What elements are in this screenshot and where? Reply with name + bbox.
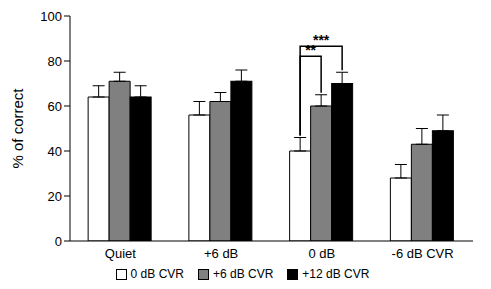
svg-text:0 dB: 0 dB [309,246,336,261]
svg-text:40: 40 [48,144,62,159]
svg-text:20: 20 [48,189,62,204]
svg-text:***: *** [313,32,330,48]
svg-text:0: 0 [55,234,62,249]
html-text:+6 dB CVR: +6 dB CVR [213,267,274,281]
svg-text:60: 60 [48,99,62,114]
svg-text:-6 dB CVR: -6 dB CVR [392,246,454,261]
svg-text:Quiet: Quiet [105,246,136,261]
html-text:+12 dB CVR: +12 dB CVR [302,267,370,281]
svg-text:80: 80 [48,54,62,69]
svg-text:100: 100 [40,9,62,24]
html-text:0 dB CVR: 0 dB CVR [130,267,184,281]
svg-text:% of correct: % of correct [9,88,26,169]
svg-text:+6 dB: +6 dB [204,246,238,261]
